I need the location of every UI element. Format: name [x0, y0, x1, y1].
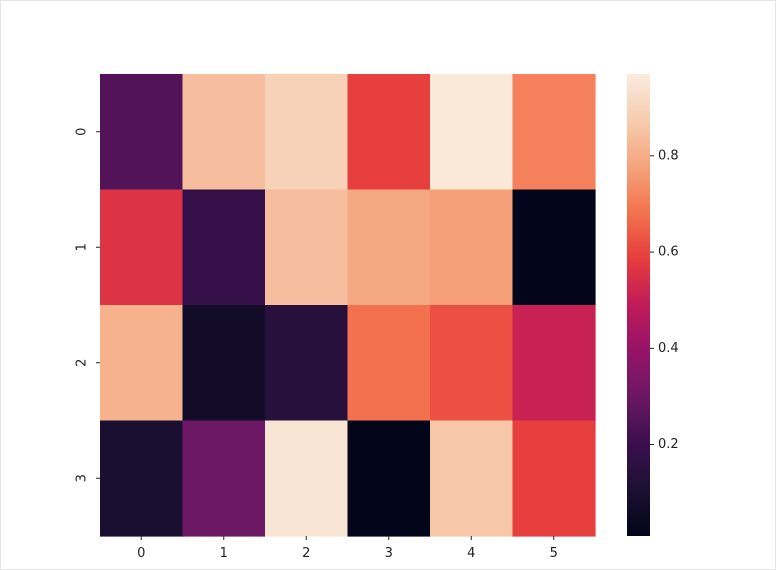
- y-tick-label: 2: [75, 359, 90, 367]
- heatmap-cell-r0-c0: [100, 74, 184, 191]
- heatmap-cell-r0-c3: [347, 74, 431, 191]
- y-tick-label: 3: [75, 474, 90, 482]
- heatmap-cell-r0-c2: [265, 74, 349, 191]
- heatmap-cell-r3-c2: [265, 420, 349, 537]
- y-tick-label: 0: [75, 128, 90, 136]
- heatmap-cells: [100, 74, 596, 537]
- heatmap-cell-r2-c5: [512, 305, 596, 422]
- heatmap-cell-r2-c4: [430, 305, 514, 422]
- colorbar-tick-label: 0.6: [658, 245, 679, 260]
- x-tick-label: 3: [385, 546, 393, 561]
- heatmap-cell-r1-c2: [265, 189, 349, 306]
- heatmap-cell-r0-c5: [512, 74, 596, 191]
- heatmap-cell-r0-c1: [182, 74, 266, 191]
- heatmap-cell-r0-c4: [430, 74, 514, 191]
- colorbar-tick-label: 0.4: [658, 341, 679, 356]
- heatmap-cell-r1-c4: [430, 189, 514, 306]
- y-tick-label: 1: [75, 243, 90, 251]
- colorbar-ticks: 0.2 0.4 0.6 0.8: [650, 148, 679, 452]
- heatmap-cell-r3-c5: [512, 420, 596, 537]
- y-axis-ticks: 0 1 2 3: [75, 128, 100, 482]
- heatmap-cell-r2-c3: [347, 305, 431, 422]
- colorbar-tick-label: 0.8: [658, 148, 679, 163]
- heatmap-cell-r1-c1: [182, 189, 266, 306]
- heatmap-cell-r3-c4: [430, 420, 514, 537]
- heatmap-cell-r1-c3: [347, 189, 431, 306]
- heatmap-cell-r1-c5: [512, 189, 596, 306]
- heatmap-cell-r3-c0: [100, 420, 184, 537]
- colorbar: [627, 74, 650, 536]
- x-tick-label: 5: [550, 546, 558, 561]
- x-tick-label: 1: [220, 546, 228, 561]
- colorbar-tick-label: 0.2: [658, 437, 679, 452]
- x-tick-label: 4: [467, 546, 475, 561]
- heatmap-cell-r3-c1: [182, 420, 266, 537]
- x-tick-label: 0: [137, 546, 145, 561]
- heatmap-cell-r2-c1: [182, 305, 266, 422]
- x-tick-label: 2: [302, 546, 310, 561]
- heatmap-cell-r3-c3: [347, 420, 431, 537]
- x-axis-ticks: 0 1 2 3 4 5: [137, 536, 558, 561]
- heatmap-cell-r2-c2: [265, 305, 349, 422]
- heatmap-cell-r1-c0: [100, 189, 184, 306]
- heatmap-cell-r2-c0: [100, 305, 184, 422]
